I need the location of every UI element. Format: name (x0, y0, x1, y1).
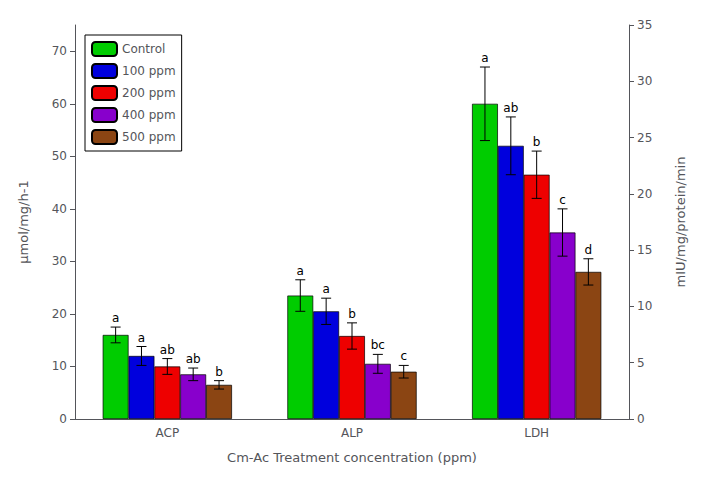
svg-text:25: 25 (637, 131, 652, 145)
svg-text:b: b (215, 365, 223, 379)
svg-text:50: 50 (52, 149, 67, 163)
svg-text:100 ppm: 100 ppm (122, 64, 176, 78)
svg-text:70: 70 (52, 44, 67, 58)
svg-text:30: 30 (637, 74, 652, 88)
svg-text:bc: bc (371, 338, 385, 352)
svg-text:ACP: ACP (156, 426, 180, 440)
svg-text:a: a (112, 311, 119, 325)
svg-text:μmol/mg/h-1: μmol/mg/h-1 (16, 180, 31, 263)
svg-text:ab: ab (503, 101, 518, 115)
svg-text:LDH: LDH (524, 426, 549, 440)
svg-text:20: 20 (637, 187, 652, 201)
svg-text:b: b (533, 135, 541, 149)
svg-text:15: 15 (637, 243, 652, 257)
svg-text:a: a (138, 331, 145, 345)
svg-text:a: a (481, 51, 488, 65)
svg-text:200 ppm: 200 ppm (122, 86, 176, 100)
svg-text:b: b (348, 307, 356, 321)
svg-text:c: c (400, 349, 407, 363)
svg-text:mIU/mg/protein/min: mIU/mg/protein/min (673, 157, 688, 288)
svg-text:a: a (322, 282, 329, 296)
svg-text:0: 0 (637, 412, 645, 426)
svg-text:20: 20 (52, 307, 67, 321)
svg-text:ALP: ALP (341, 426, 363, 440)
svg-text:30: 30 (52, 254, 67, 268)
svg-text:c: c (559, 193, 566, 207)
svg-text:35: 35 (637, 18, 652, 32)
svg-text:ab: ab (186, 352, 201, 366)
svg-text:0: 0 (59, 412, 67, 426)
svg-text:10: 10 (52, 359, 67, 373)
svg-text:60: 60 (52, 97, 67, 111)
svg-text:ab: ab (160, 343, 175, 357)
svg-text:Control: Control (122, 42, 165, 56)
svg-text:40: 40 (52, 202, 67, 216)
svg-text:10: 10 (637, 299, 652, 313)
svg-text:500 ppm: 500 ppm (122, 130, 176, 144)
svg-text:d: d (585, 243, 593, 257)
svg-text:Cm-Ac Treatment concentration: Cm-Ac Treatment concentration (ppm) (227, 450, 477, 465)
svg-text:5: 5 (637, 356, 645, 370)
svg-text:a: a (297, 264, 304, 278)
svg-text:400 ppm: 400 ppm (122, 108, 176, 122)
